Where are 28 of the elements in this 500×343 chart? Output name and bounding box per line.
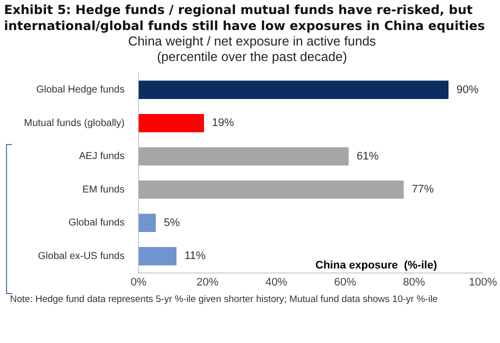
data-label: 90% — [456, 84, 479, 96]
bar — [138, 147, 349, 166]
x-tick-label: 60% — [334, 276, 356, 288]
y-tick-label: Global ex-US funds — [38, 250, 125, 262]
x-tick-label: 0% — [130, 276, 147, 288]
bar — [138, 214, 156, 232]
y-tick-label: EM funds — [82, 184, 125, 196]
bar — [138, 80, 448, 99]
x-tick-label: 40% — [265, 276, 288, 288]
chart-subtitle: China weight / net exposure in active funds (percentile over the past decade) — [128, 33, 376, 64]
data-label: 61% — [356, 150, 379, 162]
x-tick-label: 100% — [468, 276, 498, 288]
data-label: 19% — [212, 117, 234, 130]
bar — [138, 247, 176, 266]
data-label: 77% — [412, 184, 434, 196]
y-tick-label: Global funds — [68, 218, 125, 229]
data-label: 11% — [184, 250, 206, 262]
bar — [138, 180, 404, 199]
x-tick-label: 80% — [403, 276, 426, 288]
x-tick-label: 20% — [196, 276, 219, 288]
y-tick-label: Global Hedge funds — [36, 84, 125, 96]
y-tick-label: AEJ funds — [79, 151, 125, 162]
text: Note: Hedge fund data represents 5-yr %-ile given shorter history; Mutual fund data shows 10-yr %-ile — [9, 293, 439, 307]
x-axis-title: China exposure (%-ile) — [315, 259, 438, 272]
chart-title: Exhibit 5: Hedge funds / regional mutual funds have re-risked, but international/global funds still have low exposures in China equities — [3, 1, 486, 34]
data-label: 5% — [164, 216, 180, 229]
bar — [138, 114, 204, 132]
y-tick-label: Mutual funds (globally) — [24, 118, 125, 129]
